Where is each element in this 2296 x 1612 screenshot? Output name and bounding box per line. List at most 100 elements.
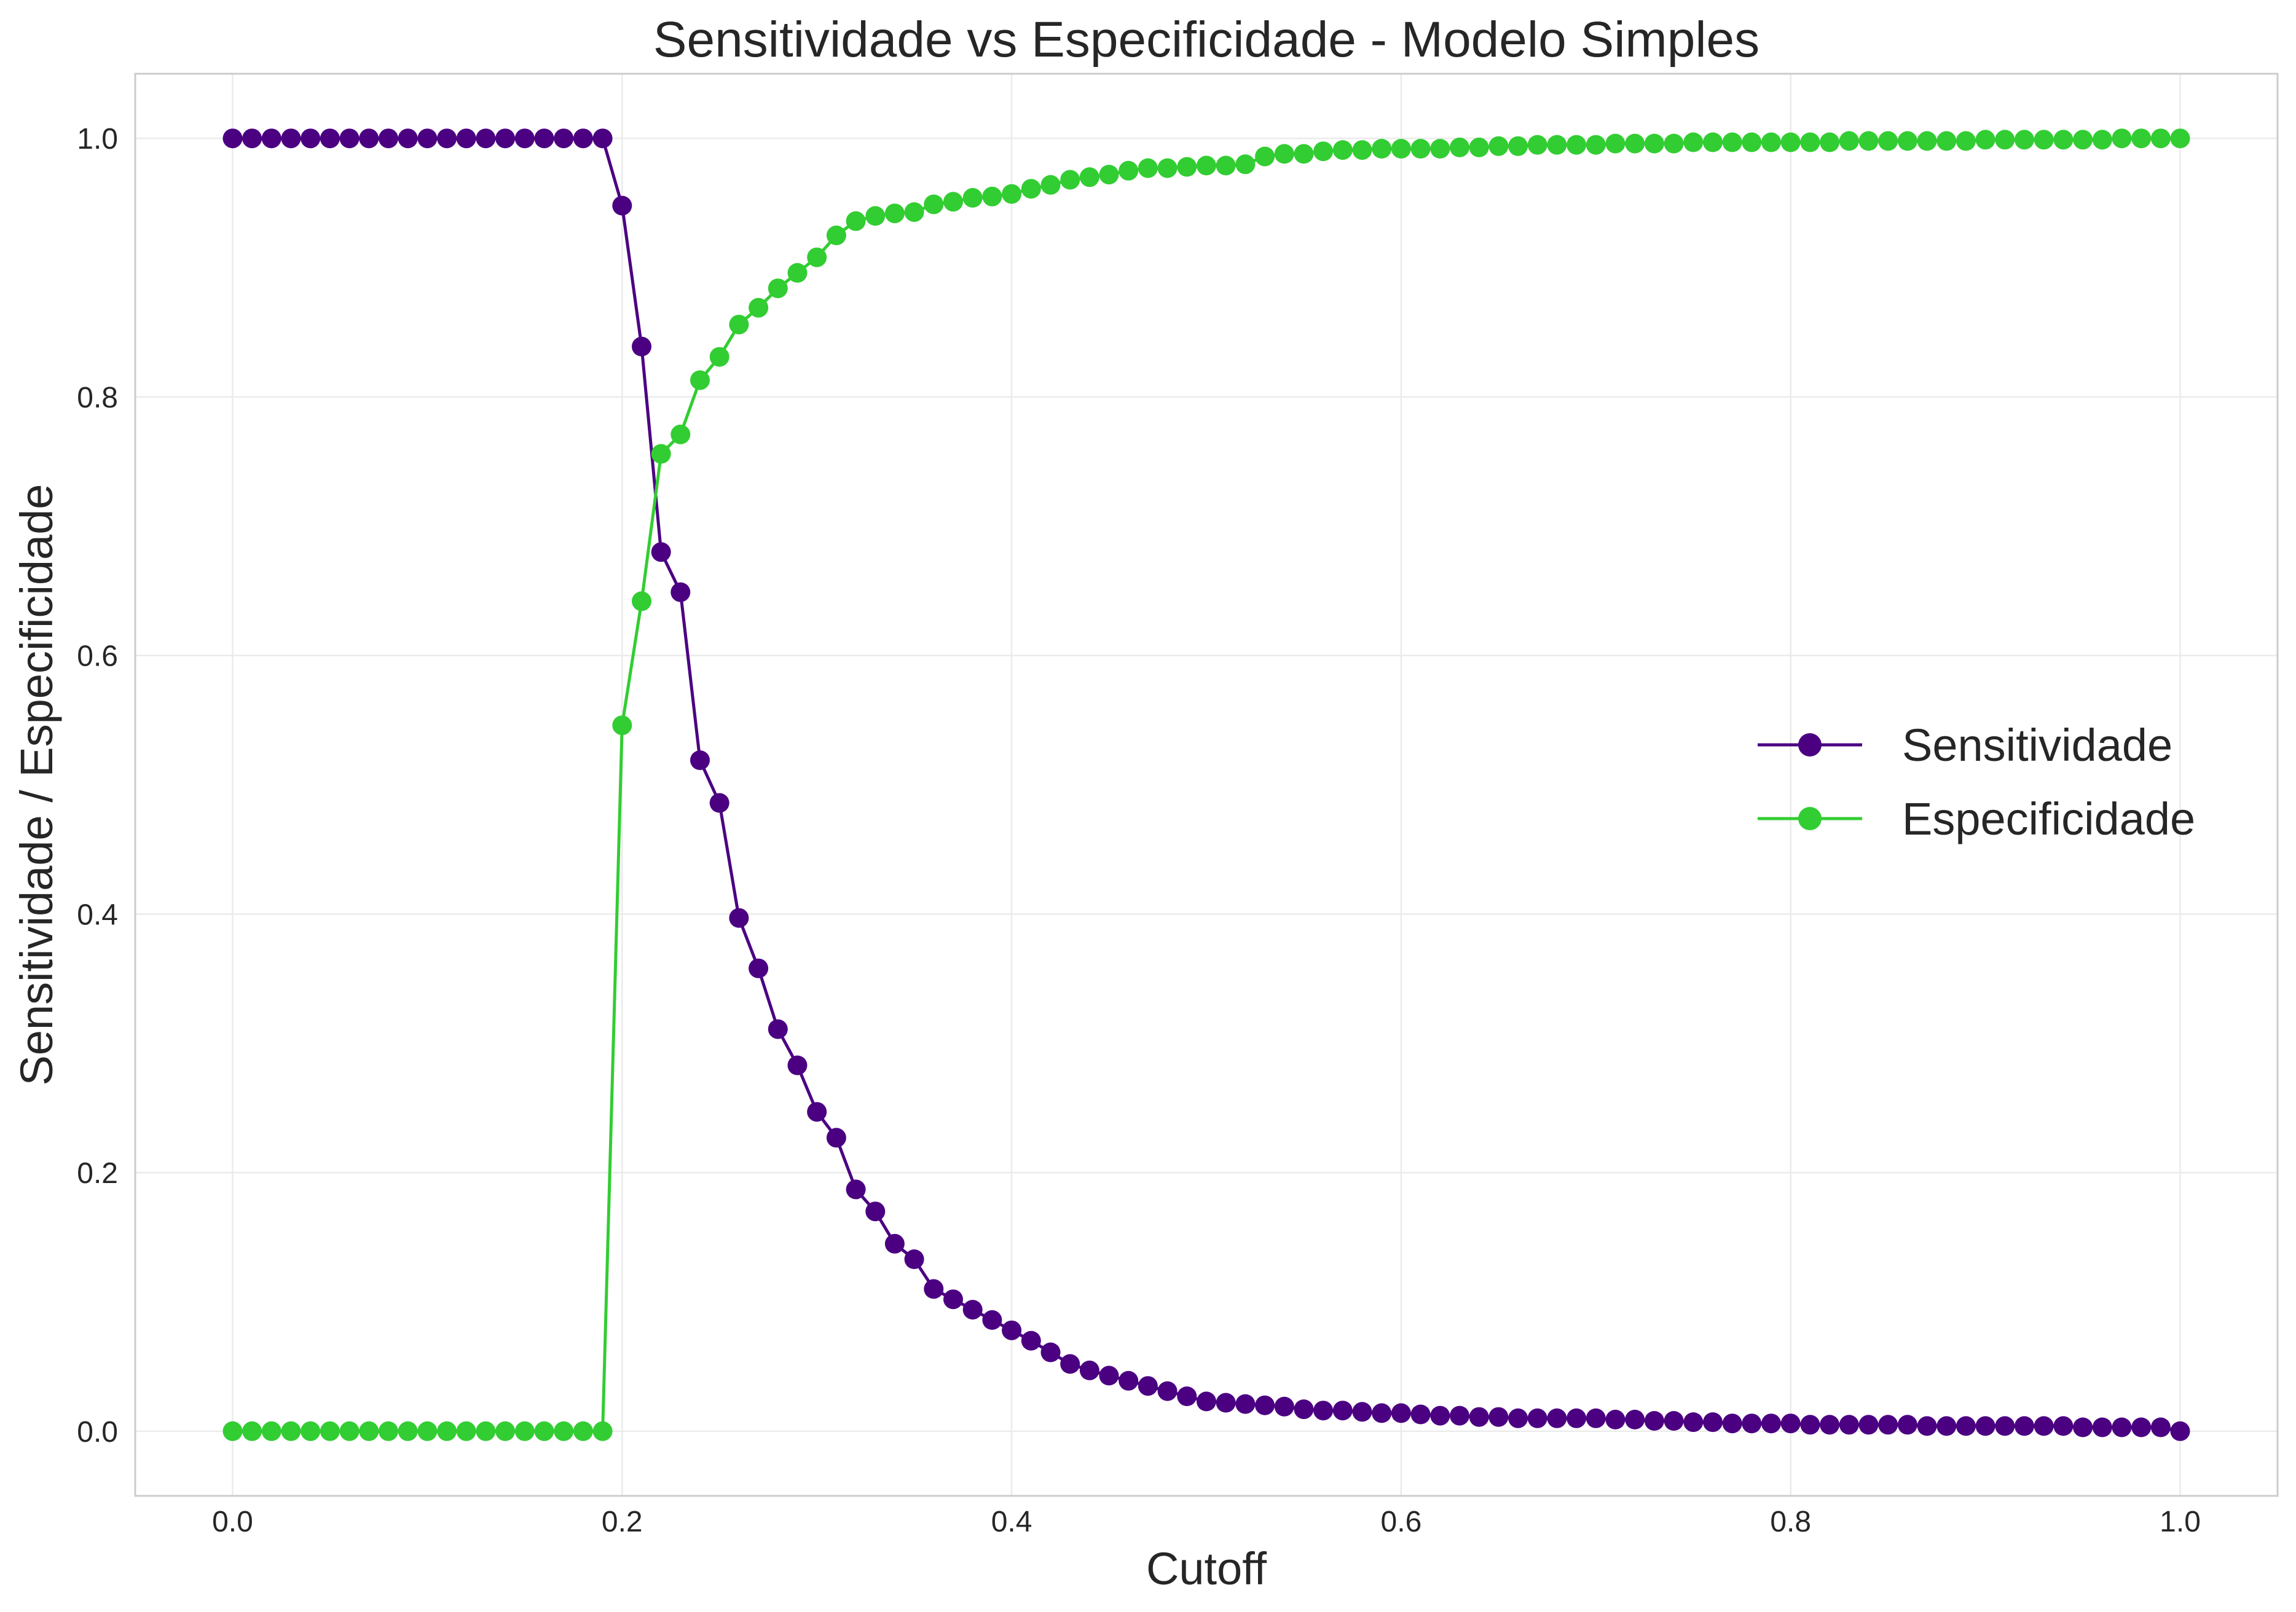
data-point-sensitividade (670, 582, 691, 602)
data-point-especificidade (476, 1421, 496, 1441)
data-point-sensitividade (1002, 1320, 1022, 1340)
data-point-sensitividade (514, 128, 535, 149)
data-point-especificidade (222, 1421, 243, 1441)
data-point-especificidade (1216, 155, 1236, 176)
data-point-sensitividade (982, 1310, 1002, 1330)
data-point-sensitividade (1547, 1408, 1567, 1428)
x-tick-label: 0.4 (991, 1506, 1032, 1538)
data-point-especificidade (612, 715, 632, 736)
data-point-sensitividade (2112, 1417, 2132, 1437)
data-point-sensitividade (729, 908, 749, 928)
data-point-sensitividade (573, 128, 593, 149)
series-line-especificidade (232, 136, 2180, 1433)
chart-title: Sensitividade vs Especificidade - Modelo… (653, 12, 1759, 68)
data-point-especificidade (1197, 155, 1216, 176)
data-point-sensitividade (2034, 1416, 2054, 1436)
data-point-especificidade (729, 315, 749, 335)
data-point-sensitividade (456, 128, 476, 149)
data-point-especificidade (1508, 136, 1528, 156)
data-point-sensitividade (1956, 1416, 1976, 1436)
data-point-especificidade (2073, 130, 2093, 150)
data-point-especificidade (1780, 132, 1801, 152)
data-point-especificidade (456, 1421, 476, 1441)
data-point-especificidade (1079, 167, 1099, 187)
data-point-especificidade (1332, 140, 1353, 160)
data-point-especificidade (1352, 140, 1372, 160)
data-point-especificidade (709, 347, 729, 367)
data-point-sensitividade (884, 1233, 905, 1254)
data-point-especificidade (632, 591, 651, 611)
data-point-especificidade (1995, 130, 2015, 150)
data-point-especificidade (1936, 131, 1957, 151)
data-point-especificidade (787, 263, 808, 283)
data-point-especificidade (339, 1421, 360, 1441)
data-point-sensitividade (1040, 1342, 1061, 1362)
data-point-especificidade (1547, 135, 1567, 155)
data-point-especificidade (320, 1421, 340, 1441)
data-point-sensitividade (2053, 1416, 2074, 1436)
data-point-especificidade (2053, 130, 2074, 150)
data-point-sensitividade (651, 542, 671, 562)
data-point-especificidade (301, 1421, 321, 1441)
data-point-sensitividade (1119, 1370, 1139, 1391)
data-point-especificidade (1313, 141, 1334, 162)
y-tick-label: 0.8 (77, 382, 118, 414)
data-point-sensitividade (1936, 1416, 1957, 1436)
data-point-sensitividade (962, 1300, 983, 1320)
data-point-sensitividade (379, 128, 398, 149)
data-point-especificidade (514, 1421, 535, 1441)
data-point-sensitividade (1177, 1386, 1197, 1406)
x-tick-label: 0.8 (1770, 1506, 1811, 1538)
data-point-sensitividade (1294, 1399, 1314, 1420)
data-point-sensitividade (339, 128, 360, 149)
legend-marker-especificidade (1798, 807, 1822, 830)
data-point-especificidade (943, 192, 963, 212)
data-point-especificidade (1119, 160, 1139, 181)
data-point-sensitividade (943, 1289, 963, 1310)
data-point-sensitividade (1332, 1401, 1353, 1421)
x-tick-label: 0.6 (1381, 1506, 1422, 1538)
data-point-especificidade (2034, 130, 2054, 150)
data-point-especificidade (1274, 144, 1294, 164)
data-point-sensitividade (749, 958, 769, 978)
data-point-sensitividade (320, 128, 340, 149)
data-point-sensitividade (1567, 1408, 1587, 1428)
y-axis-label: Sensitividade / Especificidade (11, 484, 62, 1085)
data-point-sensitividade (242, 128, 262, 149)
data-point-especificidade (1975, 130, 1995, 150)
data-point-especificidade (554, 1421, 574, 1441)
data-point-sensitividade (1975, 1416, 1995, 1436)
data-point-especificidade (534, 1421, 554, 1441)
data-point-sensitividade (1138, 1376, 1158, 1396)
data-point-sensitividade (301, 128, 321, 149)
data-point-sensitividade (1469, 1407, 1489, 1427)
data-point-sensitividade (261, 128, 281, 149)
data-point-especificidade (1897, 131, 1917, 151)
data-point-sensitividade (826, 1128, 846, 1148)
data-point-especificidade (1683, 132, 1704, 152)
data-point-sensitividade (768, 1019, 788, 1039)
data-point-especificidade (807, 247, 827, 267)
data-point-especificidade (1956, 131, 1976, 151)
legend-marker-sensitividade (1798, 733, 1822, 757)
y-tick-label: 0.0 (77, 1416, 118, 1449)
legend-label-especificidade: Especificidade (1902, 793, 2195, 844)
y-tick-label: 0.2 (77, 1157, 118, 1190)
data-point-especificidade (261, 1421, 281, 1441)
y-tick-label: 1.0 (77, 123, 118, 155)
data-point-sensitividade (1060, 1354, 1080, 1374)
data-point-sensitividade (2150, 1417, 2171, 1437)
data-point-sensitividade (1800, 1415, 1820, 1435)
data-point-sensitividade (924, 1279, 944, 1299)
data-point-especificidade (1410, 139, 1431, 159)
data-point-sensitividade (1858, 1415, 1879, 1435)
data-point-sensitividade (1897, 1415, 1917, 1435)
data-point-sensitividade (1527, 1408, 1547, 1428)
data-point-especificidade (2112, 128, 2132, 149)
data-point-especificidade (1625, 133, 1645, 154)
data-point-sensitividade (865, 1201, 886, 1222)
data-point-sensitividade (1917, 1416, 1937, 1436)
data-point-sensitividade (612, 195, 632, 216)
data-point-sensitividade (1391, 1403, 1411, 1423)
